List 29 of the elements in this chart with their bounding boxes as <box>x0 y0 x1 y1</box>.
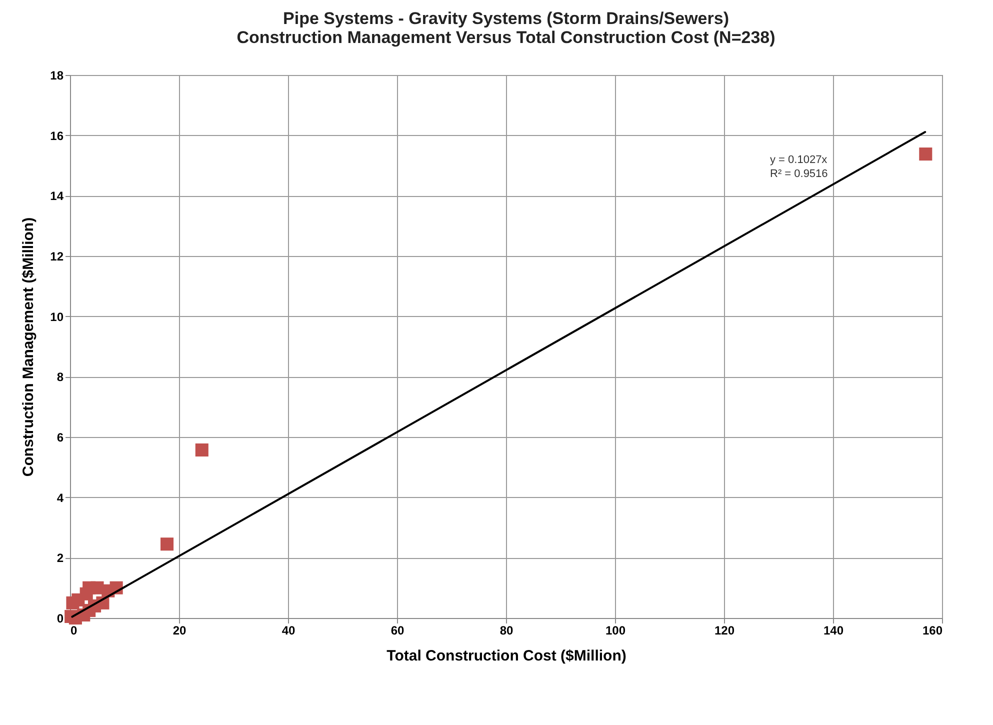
x-tick-label: 120 <box>714 624 735 638</box>
annotation: R² = 0.9516 <box>770 168 828 180</box>
y-tick-label: 14 <box>50 189 64 204</box>
y-tick-label: 8 <box>56 370 64 384</box>
y-tick-label: 12 <box>50 250 64 264</box>
y-tick-label: 10 <box>50 310 64 324</box>
annotation: y = 0.1027x <box>770 154 828 166</box>
text: Construction Management Versus Total Construction Cost (N=238) <box>236 28 776 47</box>
point <box>195 443 208 456</box>
x-tick-label: 140 <box>823 624 844 638</box>
x-tick-label: 20 <box>172 624 186 638</box>
y-tick-label: 18 <box>50 68 64 82</box>
x-tick-label: 0 <box>70 624 78 638</box>
y-axis-title: Construction Management ($Million) <box>20 217 38 477</box>
point <box>919 148 932 161</box>
y-tick-label: 4 <box>56 490 64 505</box>
x-tick-label: 160 <box>922 624 943 638</box>
x-tick-label: 80 <box>500 624 514 638</box>
y-tick-label: 0 <box>56 612 64 626</box>
y-tick-label: 2 <box>56 551 64 566</box>
text: Pipe Systems - Gravity Systems (Storm Drains/Sewers) <box>283 9 729 28</box>
x-axis-title: Total Construction Cost ($Million) <box>386 648 626 664</box>
x-tick-label: 100 <box>605 624 626 638</box>
y-tick-label: 16 <box>50 128 64 143</box>
point <box>66 596 80 610</box>
x-tick-label: 60 <box>390 624 404 638</box>
point <box>160 538 174 551</box>
y-tick-label: 6 <box>56 430 64 444</box>
x-tick-label: 40 <box>282 624 296 638</box>
